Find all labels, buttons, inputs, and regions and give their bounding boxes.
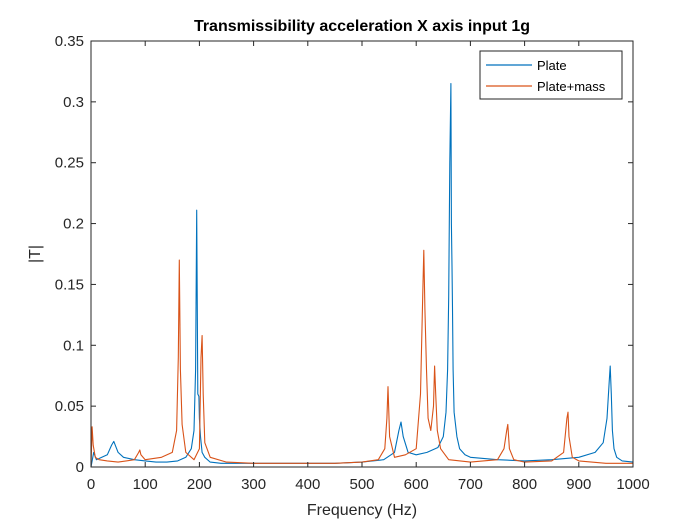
legend: Plate Plate+mass <box>479 50 623 100</box>
x-tick-label: 700 <box>458 476 483 493</box>
y-axis-ticks: 0 0.05 0.1 0.15 0.2 0.25 0.3 0.35 <box>55 33 633 476</box>
y-tick-label: 0.05 <box>55 398 84 415</box>
y-tick-label: 0.15 <box>55 276 84 293</box>
x-tick-label: 600 <box>404 476 429 493</box>
x-axis-label: Frequency (Hz) <box>307 502 417 519</box>
x-tick-label: 200 <box>187 476 212 493</box>
series-layer <box>90 83 634 468</box>
legend-label-plate: Plate <box>537 58 567 73</box>
x-axis-ticks: 0 100 200 300 400 500 600 700 800 900 1000 <box>87 41 650 493</box>
series-line-plate-mass <box>90 249 633 468</box>
x-tick-label: 500 <box>349 476 374 493</box>
y-axis-label: |T| <box>27 245 44 263</box>
x-tick-label: 0 <box>87 476 95 493</box>
y-tick-label: 0.2 <box>63 216 84 233</box>
y-tick-label: 0.25 <box>55 155 84 172</box>
legend-box <box>479 50 623 100</box>
x-tick-label: 1000 <box>616 476 649 493</box>
x-tick-label: 400 <box>295 476 320 493</box>
plot-area <box>91 41 633 467</box>
x-tick-label: 800 <box>512 476 537 493</box>
series-line-plate <box>90 83 634 468</box>
legend-label-plate-mass: Plate+mass <box>537 79 606 94</box>
chart-title: Transmissibility acceleration X axis inp… <box>194 18 530 35</box>
x-tick-label: 300 <box>241 476 266 493</box>
x-tick-label: 100 <box>133 476 158 493</box>
y-tick-label: 0.3 <box>63 94 84 111</box>
y-tick-label: 0.1 <box>63 337 84 354</box>
x-tick-label: 900 <box>566 476 591 493</box>
y-tick-label: 0.35 <box>55 33 84 50</box>
y-tick-label: 0 <box>76 459 84 476</box>
